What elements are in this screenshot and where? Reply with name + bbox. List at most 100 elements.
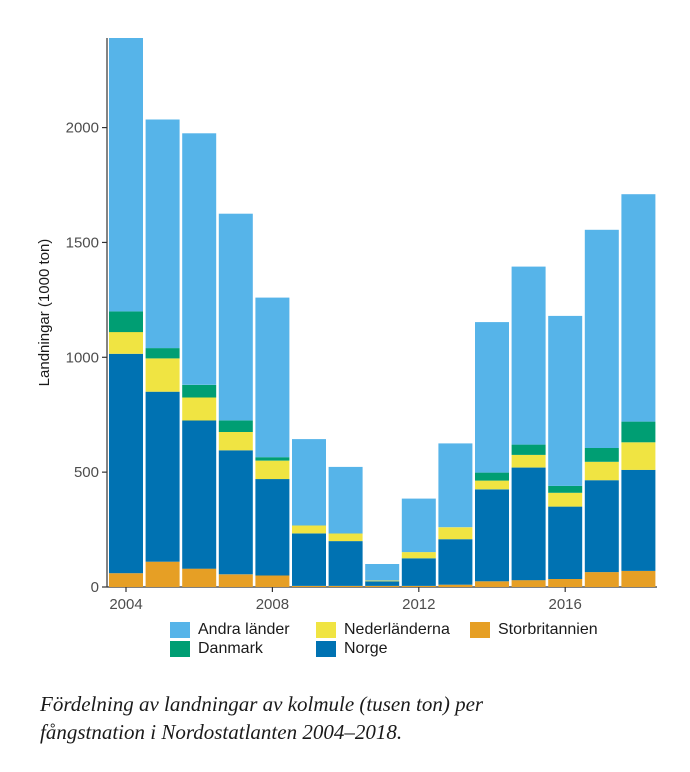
bar-segment-andra-lander-2009 (292, 439, 326, 526)
bar-segment-nederlanderna-2013 (438, 527, 473, 540)
bar-segment-danmark-2005 (145, 348, 180, 359)
stacked-bar-chart: 0 500 1000 1500 2000 2004 2008 2012 2016 Landni… (36, 38, 657, 613)
legend: Andra länder Nederländerna Storbritannie… (170, 620, 630, 668)
legend-label-nederlanderna: Nederländerna (344, 621, 450, 638)
x-tick-label: 2004 (109, 596, 142, 613)
bar-segment-danmark-2017 (584, 448, 619, 462)
bar-segment-danmark-2016 (548, 485, 583, 493)
bar-segment-andra-lander-2014 (475, 322, 509, 473)
bar-segment-storbritannien-2008 (255, 575, 290, 587)
y-tick-label: 0 (91, 579, 99, 596)
bar-segment-nederlanderna-2014 (475, 480, 509, 490)
bar-segment-andra-lander-2008 (255, 297, 290, 458)
y-tick-label: 1500 (66, 234, 99, 251)
bar-segment-nederlanderna-2010 (328, 533, 363, 542)
bar-segment-norge-2004 (109, 353, 143, 574)
legend-label-andra-lander: Andra länder (198, 621, 290, 638)
bar-segment-andra-lander-2007 (218, 213, 253, 421)
legend-label-storbritannien: Storbritannien (498, 621, 598, 638)
bar-segment-storbritannien-2011 (365, 585, 400, 587)
caption-line-2: fångstnation i Nordostatlanten 2004–2018… (40, 720, 403, 744)
bar-segment-nederlanderna-2012 (401, 552, 436, 559)
bar-segment-andra-lander-2010 (328, 466, 363, 534)
bar-segment-norge-2016 (548, 506, 583, 579)
bar-segment-storbritannien-2014 (475, 581, 509, 587)
bar-segment-norge-2018 (621, 469, 656, 571)
bar-segment-norge-2017 (584, 480, 619, 573)
bar-segment-norge-2008 (255, 479, 290, 576)
bar-segment-danmark-2014 (475, 472, 509, 481)
bar-segment-norge-2005 (145, 391, 180, 562)
bar-segment-andra-lander-2018 (621, 194, 656, 422)
bar-segment-storbritannien-2007 (218, 574, 253, 587)
bar-segment-storbritannien-2013 (438, 584, 473, 587)
x-tick-label: 2016 (549, 596, 582, 613)
legend-swatch-nederlanderna (316, 622, 336, 638)
bar-segment-nederlanderna-2018 (621, 442, 656, 470)
bar-segment-danmark-2007 (218, 420, 253, 432)
legend-swatch-storbritannien (470, 622, 490, 638)
bar-segment-nederlanderna-2009 (292, 525, 326, 534)
caption-line-1: Fördelning av landningar av kolmule (tus… (40, 692, 484, 716)
bar-segment-storbritannien-2004 (109, 573, 143, 587)
bar-segment-norge-2013 (438, 539, 473, 585)
bar-segment-storbritannien-2018 (621, 570, 656, 587)
bar-segment-danmark-2018 (621, 421, 656, 443)
legend-item-andra-lander: Andra länder (170, 620, 290, 640)
bar-segment-storbritannien-2016 (548, 579, 583, 587)
y-tick-label: 1000 (66, 349, 99, 366)
y-tick-label: 2000 (66, 120, 99, 137)
bar-segment-danmark-2004 (109, 311, 143, 333)
legend-swatch-andra-lander (170, 622, 190, 638)
bar-segment-storbritannien-2015 (511, 580, 546, 587)
legend-label-danmark: Danmark (198, 640, 263, 657)
legend-item-nederlanderna: Nederländerna (316, 620, 450, 640)
bars (109, 38, 656, 587)
bar-segment-andra-lander-2006 (182, 133, 217, 385)
legend-label-norge: Norge (344, 640, 388, 657)
bar-segment-storbritannien-2010 (328, 585, 363, 587)
bar-segment-andra-lander-2005 (145, 119, 180, 349)
bar-segment-norge-2007 (218, 450, 253, 575)
bar-segment-nederlanderna-2016 (548, 492, 583, 507)
bar-segment-andra-lander-2012 (401, 498, 436, 553)
bar-segment-storbritannien-2005 (145, 561, 180, 587)
bar-segment-danmark-2006 (182, 384, 217, 398)
legend-swatch-danmark (170, 641, 190, 657)
bar-segment-danmark-2015 (511, 444, 546, 455)
bar-segment-andra-lander-2017 (584, 229, 619, 448)
figure-caption: Fördelning av landningar av kolmule (tus… (40, 690, 660, 746)
legend-swatch-norge (316, 641, 336, 657)
bar-segment-norge-2010 (328, 541, 363, 586)
x-tick-label: 2012 (402, 596, 435, 613)
bar-segment-norge-2012 (401, 558, 436, 586)
bar-segment-nederlanderna-2017 (584, 461, 619, 481)
legend-item-storbritannien: Storbritannien (470, 620, 598, 640)
bar-segment-storbritannien-2006 (182, 568, 217, 587)
bar-segment-nederlanderna-2006 (182, 397, 217, 421)
x-axis: 2004 2008 2012 2016 (107, 586, 657, 613)
y-axis-title: Landningar (1000 ton) (36, 239, 53, 387)
bar-segment-nederlanderna-2008 (255, 460, 290, 480)
bar-segment-nederlanderna-2004 (109, 332, 143, 354)
bar-segment-storbritannien-2009 (292, 585, 326, 587)
bar-segment-nederlanderna-2005 (145, 358, 180, 392)
bar-segment-nederlanderna-2015 (511, 454, 546, 468)
bar-segment-norge-2011 (365, 581, 400, 586)
bar-segment-nederlanderna-2007 (218, 431, 253, 451)
bar-segment-andra-lander-2004 (109, 38, 143, 312)
bar-segment-nederlanderna-2011 (365, 580, 400, 582)
bar-segment-norge-2015 (511, 467, 546, 581)
bar-segment-andra-lander-2016 (548, 315, 583, 486)
bar-segment-norge-2014 (475, 489, 509, 582)
bar-segment-norge-2009 (292, 533, 326, 586)
x-tick-label: 2008 (256, 596, 289, 613)
bar-segment-andra-lander-2013 (438, 443, 473, 528)
bar-segment-andra-lander-2011 (365, 564, 400, 581)
bar-segment-norge-2006 (182, 420, 217, 569)
bar-segment-storbritannien-2012 (401, 585, 436, 587)
legend-item-danmark: Danmark (170, 639, 263, 659)
bar-segment-andra-lander-2015 (511, 266, 546, 445)
legend-item-norge: Norge (316, 639, 388, 659)
bar-segment-danmark-2008 (255, 457, 290, 461)
